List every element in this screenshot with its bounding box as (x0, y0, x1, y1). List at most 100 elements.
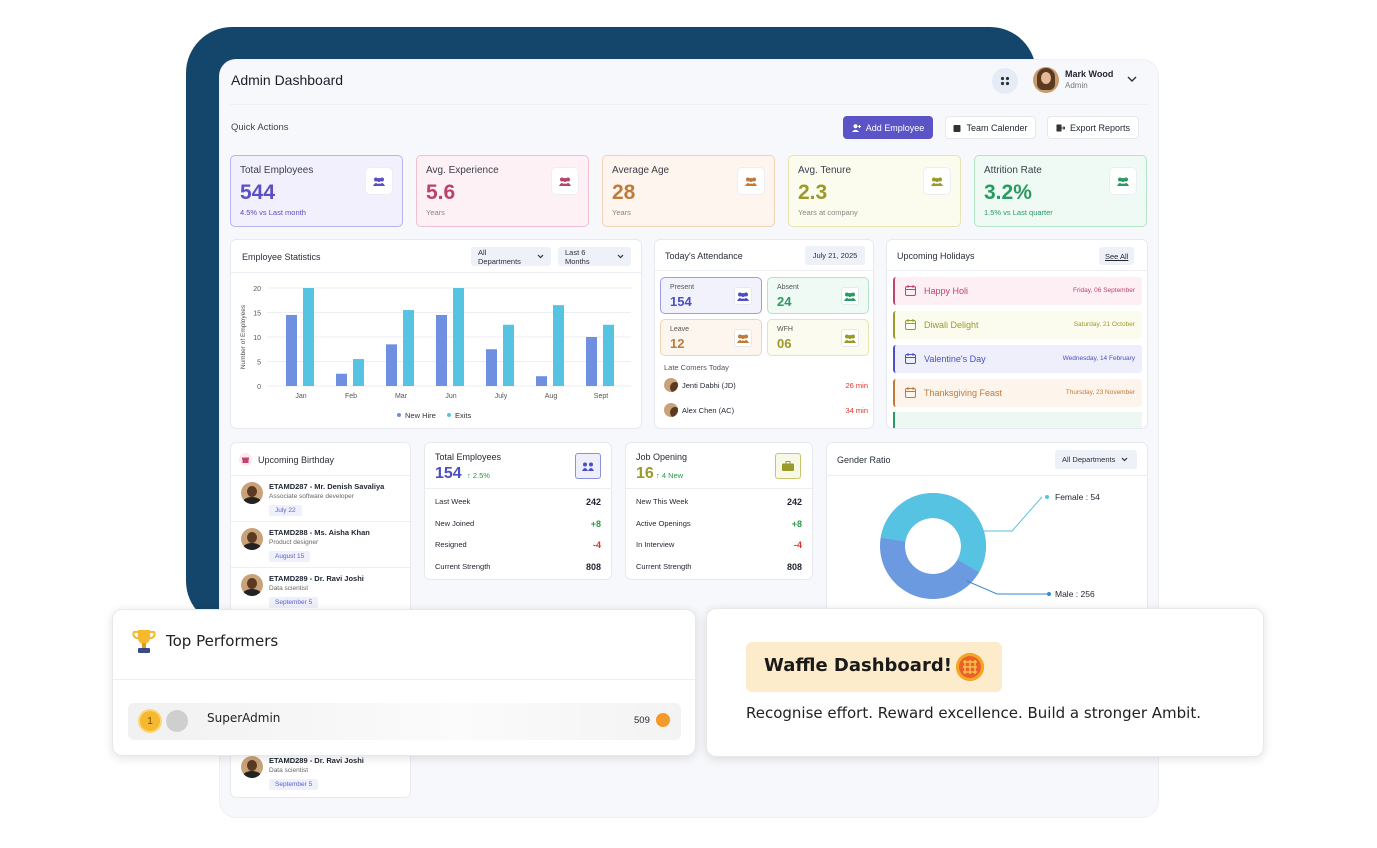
stat-card[interactable]: Average Age 28 Years (602, 155, 775, 227)
attendance-label: WFH (777, 326, 793, 333)
stat-subtext: Years at company (798, 208, 858, 217)
gender-donut-chart (880, 492, 1051, 599)
stat-icon (552, 168, 578, 194)
late-comers-title: Late Comers Today (664, 363, 729, 372)
users-icon (737, 334, 749, 343)
attendance-value: 24 (777, 294, 792, 309)
grid-icon (1000, 76, 1010, 86)
male-label: Male : 256 (1055, 589, 1095, 599)
chevron-down-icon (537, 254, 544, 259)
holiday-date: Wednesday, 14 February (1062, 355, 1135, 362)
performer-avatar (166, 710, 188, 732)
birthday-item[interactable]: ETAMD287 - Mr. Denish Savaliya Associate… (231, 481, 410, 525)
stat-row-label: Current Strength (435, 561, 491, 571)
stat-row-label: New Joined (435, 518, 475, 528)
birthday-name: ETAMD289 - Dr. Ravi Joshi (269, 756, 364, 765)
y-tick-label: 20 (253, 286, 261, 293)
export-icon (1056, 124, 1065, 131)
attendance-box-present[interactable]: Present 154 (660, 277, 762, 314)
legend-dot (447, 413, 451, 417)
performer-row[interactable]: 1 SuperAdmin 509 (128, 703, 681, 740)
attendance-icon (734, 287, 752, 305)
stat-row-label: Current Strength (636, 561, 692, 571)
bar-exits-july (503, 324, 514, 386)
birthday-item[interactable]: ETAMD288 - Ms. Aisha Khan Product design… (231, 527, 410, 571)
briefcase-icon (775, 453, 801, 479)
job-opening-title: Job Opening (636, 452, 688, 462)
department-filter[interactable]: All Departments (471, 247, 551, 266)
waffle-coin-icon (656, 713, 670, 727)
holiday-name: Thanksgiving Feast (924, 388, 1003, 398)
trophy-icon (130, 626, 158, 656)
holiday-item[interactable]: Thanksgiving Feast Thursday, 23 November (893, 379, 1142, 407)
attendance-box-leave[interactable]: Leave 12 (660, 319, 762, 356)
y-axis-label: Number of Employees (240, 304, 247, 369)
holiday-item[interactable]: Valentine's Day Wednesday, 14 February (893, 345, 1142, 373)
stat-value: 2.3 (798, 181, 828, 204)
total-employees-card: Total Employees 154 ↑ 2.5% Last Week 242 N… (424, 442, 612, 580)
bar-exits-feb (353, 359, 364, 386)
birthday-name: ETAMD287 - Mr. Denish Savaliya (269, 482, 385, 491)
user-avatar[interactable] (1033, 67, 1059, 93)
stat-row: In Interview -4 (636, 540, 802, 552)
stat-subtext: 4.5% vs Last month (240, 208, 306, 217)
gender-filter-label: All Departments (1062, 455, 1116, 464)
stat-row: Active Openings +8 (636, 519, 802, 531)
users-icon (844, 292, 856, 301)
stat-subtext: Years (612, 208, 631, 217)
team-calendar-label: Team Calender (966, 122, 1028, 133)
team-calendar-button[interactable]: Team Calender (945, 116, 1036, 139)
late-comer-name: Jenti Dabhi (JD) (682, 381, 736, 390)
stat-card[interactable]: Avg. Tenure 2.3 Years at company (788, 155, 961, 227)
stat-value: 28 (612, 181, 636, 204)
period-filter[interactable]: Last 6 Months (558, 247, 631, 266)
attendance-box-absent[interactable]: Absent 24 (767, 277, 869, 314)
birthday-item[interactable]: ETAMD289 - Dr. Ravi Joshi Data scientist… (231, 755, 410, 799)
holidays-card: Upcoming Holidays See All Happy Holi Fri… (886, 239, 1148, 429)
stat-card[interactable]: Avg. Experience 5.6 Years (416, 155, 589, 227)
header-divider (230, 104, 1148, 105)
holiday-date: Friday, 06 September (1072, 287, 1135, 294)
bar-exits-jan (303, 288, 314, 386)
female-leader-line (975, 496, 1043, 532)
birthday-date: August 15 (269, 551, 311, 562)
bar-new-hire-july (486, 349, 497, 386)
waffle-banner: Waffle Dashboard! (746, 642, 1002, 692)
x-tick-label: Jun (445, 393, 456, 400)
stat-label: Avg. Tenure (798, 165, 852, 176)
y-tick-label: 10 (253, 335, 261, 342)
holiday-item[interactable]: Diwali Delight Saturday, 21 October (893, 311, 1142, 339)
birthday-date: July 22 (269, 505, 302, 516)
users-icon (559, 177, 571, 186)
top-performers-title: Top Performers (166, 632, 279, 650)
export-reports-button[interactable]: Export Reports (1047, 116, 1139, 139)
birthday-item[interactable]: ETAMD289 - Dr. Ravi Joshi Data scientist… (231, 573, 410, 617)
chevron-down-icon[interactable] (1127, 76, 1137, 83)
stat-row: New Joined +8 (435, 519, 601, 531)
users-icon (737, 292, 749, 301)
y-tick-label: 5 (257, 360, 261, 367)
page-title: Admin Dashboard (231, 72, 344, 88)
add-user-icon (851, 123, 861, 132)
stat-value: 5.6 (426, 181, 456, 204)
add-employee-button[interactable]: Add Employee (843, 116, 933, 139)
attendance-box-wfh[interactable]: WFH 06 (767, 319, 869, 356)
see-all-link[interactable]: See All (1099, 247, 1135, 265)
calendar-icon (905, 285, 916, 296)
total-employees-title: Total Employees (435, 452, 502, 462)
stat-card[interactable]: Attrition Rate 3.2% 1.5% vs Last quarter (974, 155, 1147, 227)
stat-card[interactable]: Total Employees 544 4.5% vs Last month (230, 155, 403, 227)
female-legend-dot (1045, 495, 1049, 499)
stat-row-value: 242 (585, 497, 601, 507)
quick-actions-label: Quick Actions (231, 122, 289, 133)
attendance-date[interactable]: July 21, 2025 (805, 246, 865, 265)
stat-row: Last Week 242 (435, 497, 601, 509)
birthday-avatar (241, 574, 263, 596)
apps-grid-button[interactable] (992, 68, 1018, 94)
users-icon (575, 453, 601, 479)
male-leader-line (966, 580, 1047, 595)
stat-row-label: New This Week (636, 497, 689, 506)
gender-department-filter[interactable]: All Departments (1055, 450, 1137, 469)
attendance-value: 12 (670, 336, 685, 351)
holiday-item[interactable]: Happy Holi Friday, 06 September (893, 277, 1142, 305)
